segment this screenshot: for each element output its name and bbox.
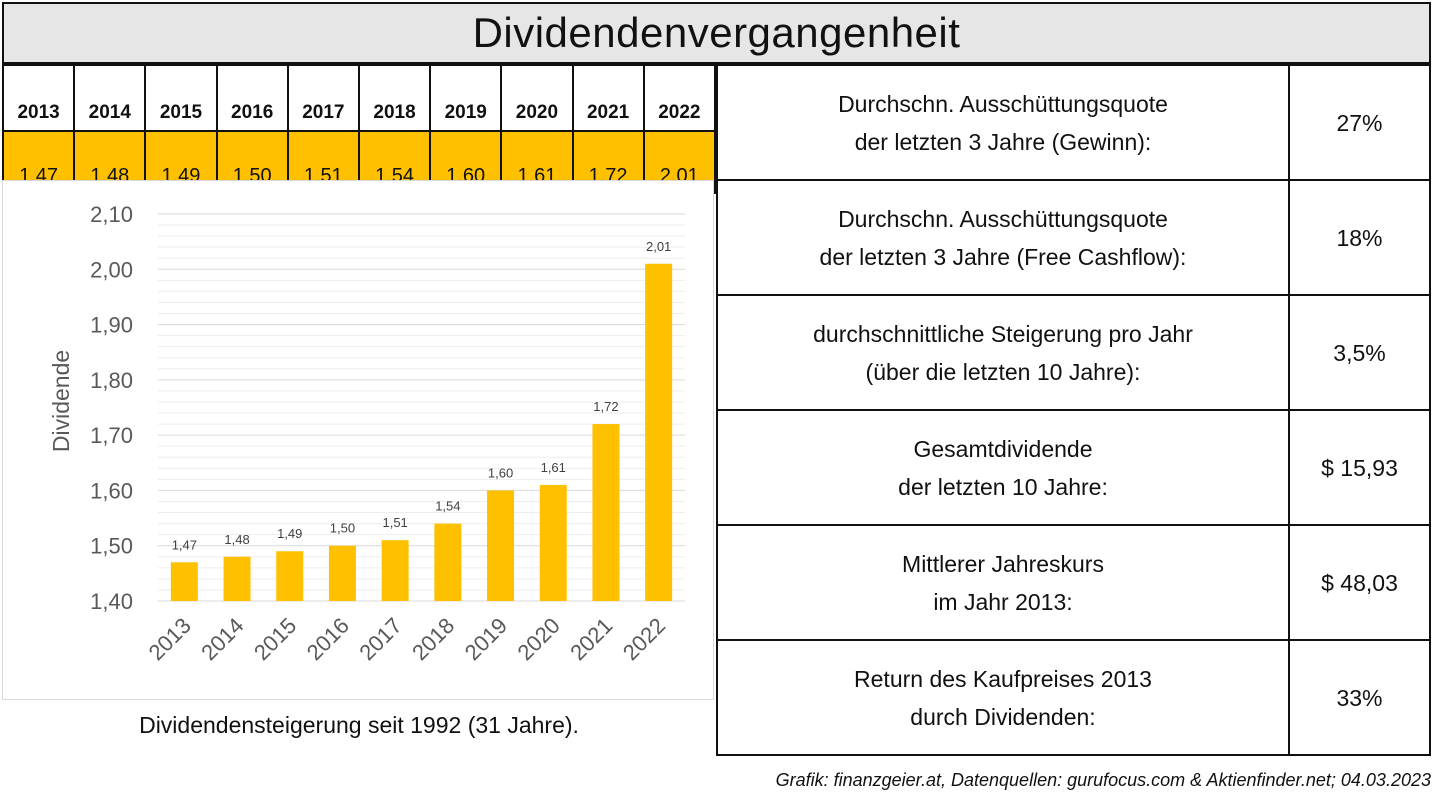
dividend-stats-table: Durchschn. Ausschüttungsquote der letzte…	[716, 64, 1431, 756]
dividend-year-table: 2013 2014 2015 2016 2017 2018 2019 2020 …	[1, 64, 717, 194]
stat-row: Gesamtdividende der letzten 10 Jahre: $ …	[716, 409, 1431, 526]
x-tick-label: 2022	[618, 613, 670, 665]
stat-label: durchschnittliche Steigerung pro Jahr (ü…	[716, 294, 1290, 411]
stat-label: Return des Kaufpreises 2013 durch Divide…	[716, 639, 1290, 756]
stat-value: 27%	[1288, 64, 1431, 181]
data-label: 1,54	[435, 499, 460, 514]
stat-label: Mittlerer Jahreskurs im Jahr 2013:	[716, 524, 1290, 641]
stat-row: Durchschn. Ausschüttungsquote der letzte…	[716, 64, 1431, 181]
year-cell: 2018	[357, 64, 432, 132]
year-cell: 2015	[144, 64, 218, 132]
bar-2021	[592, 424, 620, 601]
year-cell: 2022	[642, 64, 717, 132]
data-label: 1,48	[224, 532, 249, 547]
stat-label-line: durchschnittliche Steigerung pro Jahr	[813, 320, 1193, 347]
chart-canvas: 1,40 1,50 1,60 1,70 1,80 1,90 2,00 2,10 1,47 1,4…	[48, 202, 685, 665]
x-tick-label: 2020	[512, 613, 564, 665]
bar-2015	[276, 551, 304, 601]
year-cell: 2016	[215, 64, 289, 132]
x-tick-label: 2016	[302, 613, 354, 665]
x-tick-label: 2018	[407, 613, 459, 665]
x-tick-label: 2019	[460, 613, 512, 665]
year-cell: 2013	[1, 64, 76, 132]
bar-2013	[170, 562, 198, 601]
stat-label: Durchschn. Ausschüttungsquote der letzte…	[716, 64, 1290, 181]
stat-label-line: im Jahr 2013:	[933, 588, 1073, 615]
year-cell: 2019	[429, 64, 503, 132]
y-axis-label: Dividende	[48, 350, 74, 452]
x-tick-label: 2021	[565, 613, 617, 665]
stat-label-line: durch Dividenden:	[910, 703, 1096, 730]
data-label: 1,72	[593, 399, 618, 414]
year-cell: 2020	[500, 64, 574, 132]
bar-2020	[539, 484, 567, 601]
year-cell: 2014	[73, 64, 147, 132]
bar-2017	[381, 540, 409, 601]
y-tick-label: 1,70	[90, 423, 133, 448]
year-row: 2013 2014 2015 2016 2017 2018 2019 2020 …	[1, 64, 717, 132]
y-tick-label: 1,80	[90, 368, 133, 393]
x-tick-label: 2015	[249, 613, 301, 665]
chart-caption: Dividendensteigerung seit 1992 (31 Jahre…	[139, 712, 579, 738]
stat-label-line: Return des Kaufpreises 2013	[854, 665, 1152, 692]
stat-value: 18%	[1288, 179, 1431, 296]
bar-2019	[487, 490, 515, 601]
stat-row: Durchschn. Ausschüttungsquote der letzte…	[716, 179, 1431, 296]
stat-label-line: der letzten 3 Jahre (Free Cashflow):	[819, 243, 1187, 270]
y-tick-label: 2,10	[90, 202, 133, 227]
source-footer: Grafik: finanzgeier.at, Datenquellen: gu…	[775, 770, 1431, 790]
data-label: 1,50	[330, 521, 355, 536]
x-tick-label: 2017	[354, 613, 406, 665]
bar-2022	[645, 263, 673, 601]
data-label: 1,60	[488, 465, 513, 480]
stat-label-line: Gesamtdividende	[913, 435, 1093, 462]
x-tick-label: 2014	[196, 613, 248, 665]
stat-value: 3,5%	[1288, 294, 1431, 411]
bar-2016	[328, 545, 356, 601]
stat-label-line: der letzten 10 Jahre:	[898, 473, 1108, 500]
stat-row: Return des Kaufpreises 2013 durch Divide…	[716, 639, 1431, 756]
data-label: 1,49	[277, 526, 302, 541]
y-tick-label: 1,60	[90, 478, 133, 503]
stat-label-line: Durchschn. Ausschüttungsquote	[838, 205, 1168, 232]
y-tick-label: 1,90	[90, 313, 133, 338]
y-tick-label: 1,50	[90, 534, 133, 559]
y-tick-label: 1,40	[90, 589, 133, 614]
stat-value: $ 48,03	[1288, 524, 1431, 641]
bar-2014	[223, 556, 251, 601]
data-label: 1,47	[172, 537, 197, 552]
y-tick-label: 2,00	[90, 257, 133, 282]
year-cell: 2021	[571, 64, 645, 132]
stat-value: $ 15,93	[1288, 409, 1431, 526]
x-tick-label: 2013	[144, 613, 196, 665]
page-title: Dividendenvergangenheit	[2, 2, 1431, 64]
stat-label-line: (über die letzten 10 Jahre):	[865, 358, 1141, 385]
bar-2018	[434, 523, 462, 601]
year-cell: 2017	[286, 64, 360, 132]
stat-row: durchschnittliche Steigerung pro Jahr (ü…	[716, 294, 1431, 411]
data-label: 2,01	[646, 239, 671, 254]
stat-label-line: Durchschn. Ausschüttungsquote	[838, 90, 1168, 117]
data-label: 1,61	[541, 460, 566, 475]
stat-value: 33%	[1288, 639, 1431, 756]
data-label: 1,51	[382, 515, 407, 530]
stat-label: Gesamtdividende der letzten 10 Jahre:	[716, 409, 1290, 526]
stat-label-line: der letzten 3 Jahre (Gewinn):	[854, 128, 1152, 155]
stat-label: Durchschn. Ausschüttungsquote der letzte…	[716, 179, 1290, 296]
dividend-bar-chart: 1,40 1,50 1,60 1,70 1,80 1,90 2,00 2,10 1,47 1,4…	[2, 180, 714, 700]
stat-label-line: Mittlerer Jahreskurs	[902, 550, 1104, 577]
stat-row: Mittlerer Jahreskurs im Jahr 2013: $ 48,…	[716, 524, 1431, 641]
